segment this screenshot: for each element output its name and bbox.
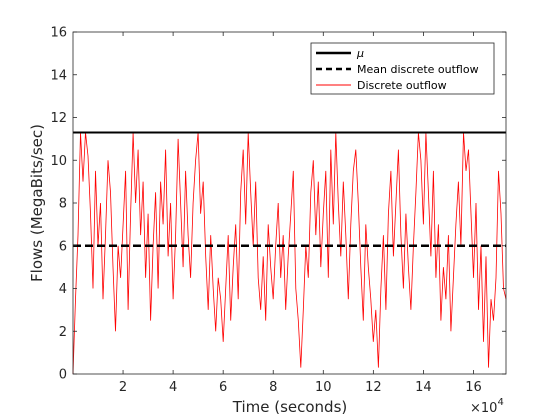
x-tick-label: 10 — [315, 380, 332, 395]
x-tick-label: 12 — [365, 380, 382, 395]
legend: μ Mean discrete outflow Discrete outflow — [310, 42, 495, 95]
y-tick-label: 6 — [59, 239, 67, 254]
x-tick-label: 16 — [465, 380, 482, 395]
y-axis-label: Flows (MegaBits/sec) — [28, 124, 46, 282]
x-tick-label: 8 — [269, 380, 277, 395]
legend-label-discrete: Discrete outflow — [357, 79, 447, 92]
ticks-layer: 2 4 6 8 10 12 14 16 0 2 4 6 8 10 12 14 16 — [50, 26, 506, 395]
y-tick-label: 16 — [50, 26, 67, 41]
x-axis-label: Time (seconds) — [232, 398, 348, 416]
y-tick-label: 0 — [59, 368, 67, 383]
x-tick-label: 4 — [169, 380, 177, 395]
y-tick-label: 14 — [50, 68, 67, 83]
series-discrete-outflow — [72, 132, 507, 375]
y-tick-label: 10 — [50, 154, 67, 169]
series-layer — [72, 131, 507, 375]
x-scale-exponent: ×104 — [470, 397, 504, 416]
y-tick-label: 2 — [59, 325, 67, 340]
x-tick-label: 14 — [415, 380, 432, 395]
y-tick-label: 8 — [59, 197, 67, 212]
legend-label-mu: μ — [356, 47, 364, 60]
x-tick-label: 6 — [219, 380, 227, 395]
y-tick-label: 12 — [50, 111, 67, 126]
y-tick-label: 4 — [59, 282, 67, 297]
legend-label-mean: Mean discrete outflow — [357, 63, 479, 76]
x-scale-exponent-base: ×10 — [470, 401, 497, 416]
x-tick-label: 2 — [119, 380, 127, 395]
x-scale-exponent-power: 4 — [497, 397, 503, 408]
